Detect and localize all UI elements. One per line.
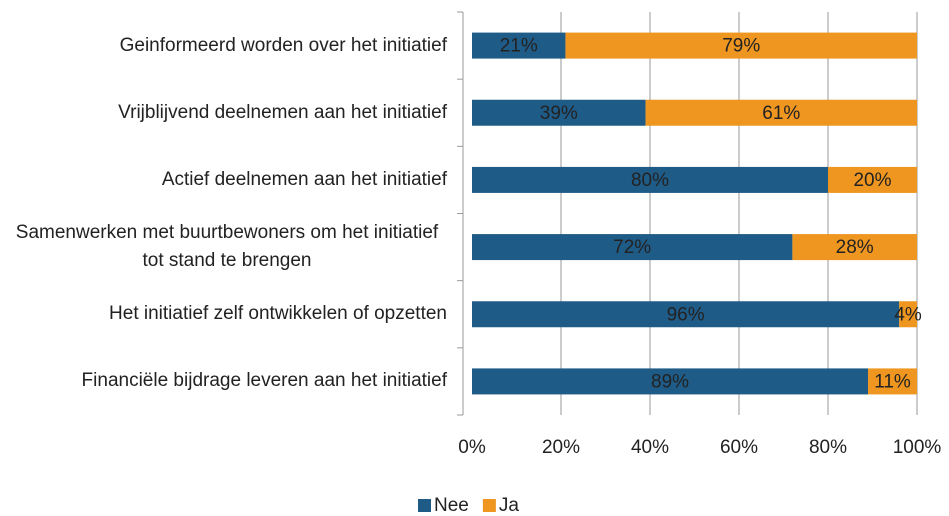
x-tick-label: 60% bbox=[720, 437, 758, 458]
legend-swatch bbox=[418, 499, 431, 512]
category-text: Het initiatief zelf ontwikkelen of opzet… bbox=[109, 303, 447, 325]
data-label: 61% bbox=[762, 103, 800, 124]
data-label: 28% bbox=[836, 237, 874, 258]
bar-segment bbox=[792, 234, 917, 261]
category-text: Samenwerken met buurtbewoners om het ini… bbox=[15, 222, 439, 271]
category-label: Samenwerken met buurtbewoners om het ini… bbox=[0, 214, 447, 281]
bar-segment bbox=[472, 234, 793, 261]
x-tick-label: 0% bbox=[458, 437, 486, 458]
category-text: Geinformeerd worden over het initiatief bbox=[119, 34, 447, 56]
x-tick-label: 100% bbox=[893, 437, 942, 458]
legend-swatch bbox=[482, 499, 496, 512]
data-label: 96% bbox=[667, 304, 705, 325]
bar-segment bbox=[472, 301, 900, 328]
category-text: Vrijblijvend deelnemen aan het initiatie… bbox=[118, 101, 447, 123]
data-label: 39% bbox=[540, 103, 578, 124]
data-label: 79% bbox=[722, 36, 760, 57]
bar-segment bbox=[565, 32, 917, 59]
data-label: 80% bbox=[631, 170, 669, 191]
category-label: Geinformeerd worden over het initiatief bbox=[0, 12, 447, 79]
data-label: 89% bbox=[651, 371, 689, 392]
x-tick-label: 80% bbox=[809, 437, 847, 458]
legend-label: Ja bbox=[499, 495, 520, 516]
data-label: 21% bbox=[500, 36, 538, 57]
bar-segment bbox=[868, 368, 917, 395]
bar-segment bbox=[828, 166, 917, 193]
category-text: Actief deelnemen aan het initiatief bbox=[161, 168, 447, 190]
data-label: 4% bbox=[894, 304, 922, 325]
data-label: 20% bbox=[853, 170, 891, 191]
category-label: Het initiatief zelf ontwikkelen of opzet… bbox=[0, 281, 447, 348]
data-label: 72% bbox=[613, 237, 651, 258]
legend-label: Nee bbox=[434, 495, 469, 516]
category-text: Financiële bijdrage leveren aan het init… bbox=[81, 370, 447, 392]
bar-segment bbox=[899, 301, 917, 328]
category-label: Financiële bijdrage leveren aan het init… bbox=[0, 348, 447, 415]
bar-segment bbox=[472, 99, 646, 126]
x-tick-label: 40% bbox=[631, 437, 669, 458]
bar-segment bbox=[472, 166, 828, 193]
category-label: Vrijblijvend deelnemen aan het initiatie… bbox=[0, 79, 447, 146]
x-tick-label: 20% bbox=[542, 437, 580, 458]
bar-segment bbox=[472, 32, 566, 59]
category-label: Actief deelnemen aan het initiatief bbox=[0, 146, 447, 213]
data-label: 11% bbox=[874, 371, 911, 392]
bar-segment bbox=[472, 368, 869, 395]
bar-segment bbox=[645, 99, 917, 126]
